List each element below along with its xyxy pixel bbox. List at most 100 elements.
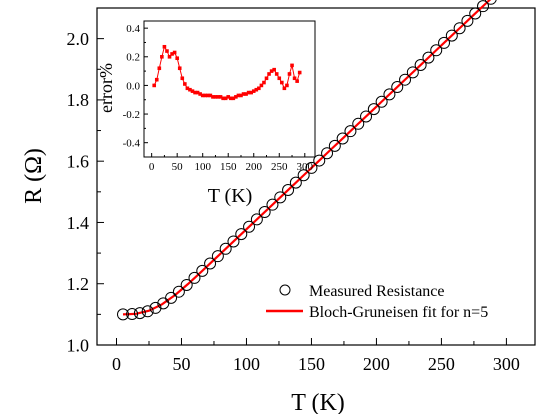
measured-point-36 — [399, 73, 412, 86]
error-point-10 — [177, 66, 182, 71]
error-point-46 — [269, 69, 274, 73]
error-point-33 — [236, 93, 241, 98]
error-series — [152, 44, 302, 101]
y-tick-label-4: 0.4 — [126, 23, 140, 35]
measured-point-30 — [352, 117, 365, 130]
error-point-20 — [203, 93, 208, 98]
error-point-35 — [241, 92, 246, 96]
error-point-41 — [257, 86, 261, 91]
error-point-24 — [213, 95, 218, 99]
error-point-16 — [193, 90, 197, 95]
measured-point-38 — [414, 58, 427, 71]
inset-plot: 0 50 100 150 200 250 300 -0.4 -0.2 0.0 0.2 0.4 T (K… — [96, 20, 316, 207]
measured-point-7 — [172, 285, 185, 298]
error-point-37 — [246, 90, 251, 95]
measured-point-34 — [383, 88, 396, 101]
measured-point-29 — [344, 125, 357, 138]
measured-resistance-series — [116, 0, 497, 321]
measured-point-39 — [422, 51, 435, 64]
error-point-17 — [195, 90, 200, 95]
measured-point-44 — [461, 14, 474, 27]
error-point-15 — [190, 89, 195, 93]
main-y-axis-label: R (Ω) — [21, 148, 47, 204]
measured-point-1 — [126, 308, 139, 321]
measured-point-43 — [453, 22, 466, 35]
main-plot: 0 50 100 150 200 250 300 1.0 1.2 1.4 1.6 1.8 2.0 T (… — [21, 0, 536, 414]
main-ticks: 0 50 100 150 200 250 300 1.0 1.2 1.4 1.6 1.8 2.0 — [67, 29, 520, 374]
error-point-55 — [292, 76, 297, 81]
measured-point-9 — [188, 271, 201, 284]
error-point-26 — [218, 95, 223, 99]
measured-point-24 — [305, 161, 318, 174]
measured-point-13 — [219, 242, 232, 255]
legend-label-fit: Bloch-Gruneisen fit for n=5 — [309, 304, 488, 321]
measured-point-21 — [282, 183, 295, 196]
inset-plot-frame — [143, 20, 316, 158]
error-point-30 — [228, 96, 233, 101]
measured-point-0 — [116, 308, 129, 321]
measured-point-18 — [258, 206, 271, 219]
x-tick-label-5: 250 — [428, 354, 455, 374]
x-tick-label-4: 200 — [363, 354, 390, 374]
measured-point-47 — [484, 0, 497, 5]
measured-point-6 — [165, 291, 178, 304]
measured-point-22 — [289, 176, 302, 189]
error-point-53 — [287, 72, 292, 76]
error-point-32 — [234, 95, 238, 99]
x-tick-label-1: 50 — [172, 161, 184, 173]
error-point-56 — [295, 79, 299, 83]
error-point-42 — [259, 83, 264, 88]
error-point-36 — [244, 92, 248, 96]
measured-point-27 — [328, 139, 341, 152]
x-tick-label-3: 150 — [220, 161, 237, 173]
x-tick-label-5: 250 — [271, 161, 288, 173]
measured-point-41 — [438, 36, 451, 49]
y-tick-label-2: 1.4 — [67, 213, 90, 233]
error-point-23 — [211, 95, 215, 99]
error-point-44 — [264, 76, 269, 81]
inset-y-axis-label: error% — [96, 63, 116, 113]
error-point-38 — [249, 90, 253, 95]
error-point-22 — [208, 93, 213, 98]
error-point-40 — [254, 87, 259, 92]
inset-ticks: 0 50 100 150 200 250 300 -0.4 -0.2 0.0 0.2 0.4 — [123, 23, 314, 173]
error-point-7 — [170, 52, 174, 56]
measured-point-2 — [133, 307, 146, 320]
measured-point-31 — [360, 110, 373, 123]
y-tick-label-0: -0.4 — [123, 138, 141, 150]
error-point-51 — [282, 86, 287, 91]
measured-point-23 — [297, 169, 310, 182]
error-point-18 — [198, 92, 202, 96]
main-x-axis-label: T (K) — [291, 390, 345, 414]
measured-point-42 — [445, 29, 458, 42]
measured-point-16 — [243, 220, 256, 233]
measured-point-25 — [313, 154, 326, 167]
error-point-1 — [154, 77, 159, 82]
error-point-8 — [172, 50, 177, 55]
x-tick-label-4: 200 — [245, 161, 262, 173]
error-point-14 — [188, 87, 192, 92]
measured-point-37 — [406, 66, 419, 79]
measured-point-46 — [477, 0, 490, 13]
error-point-4 — [162, 44, 167, 49]
y-tick-label-1: -0.2 — [123, 109, 140, 121]
error-point-3 — [160, 54, 164, 59]
measured-point-28 — [336, 132, 349, 145]
error-point-5 — [165, 49, 169, 53]
legend-label-measured: Measured Resistance — [309, 283, 445, 300]
error-point-21 — [206, 93, 210, 98]
measured-point-32 — [367, 103, 380, 116]
measured-point-10 — [196, 264, 209, 277]
x-tick-label-2: 100 — [194, 161, 211, 173]
error-point-11 — [180, 76, 185, 81]
fit-line — [122, 0, 492, 316]
error-point-39 — [251, 89, 256, 93]
error-point-29 — [226, 95, 231, 99]
y-tick-label-3: 1.6 — [67, 151, 90, 171]
measured-point-45 — [469, 7, 482, 20]
error-point-25 — [216, 95, 220, 99]
x-tick-label-0: 0 — [112, 354, 121, 374]
error-point-45 — [267, 72, 271, 76]
x-tick-label-6: 300 — [297, 161, 314, 173]
